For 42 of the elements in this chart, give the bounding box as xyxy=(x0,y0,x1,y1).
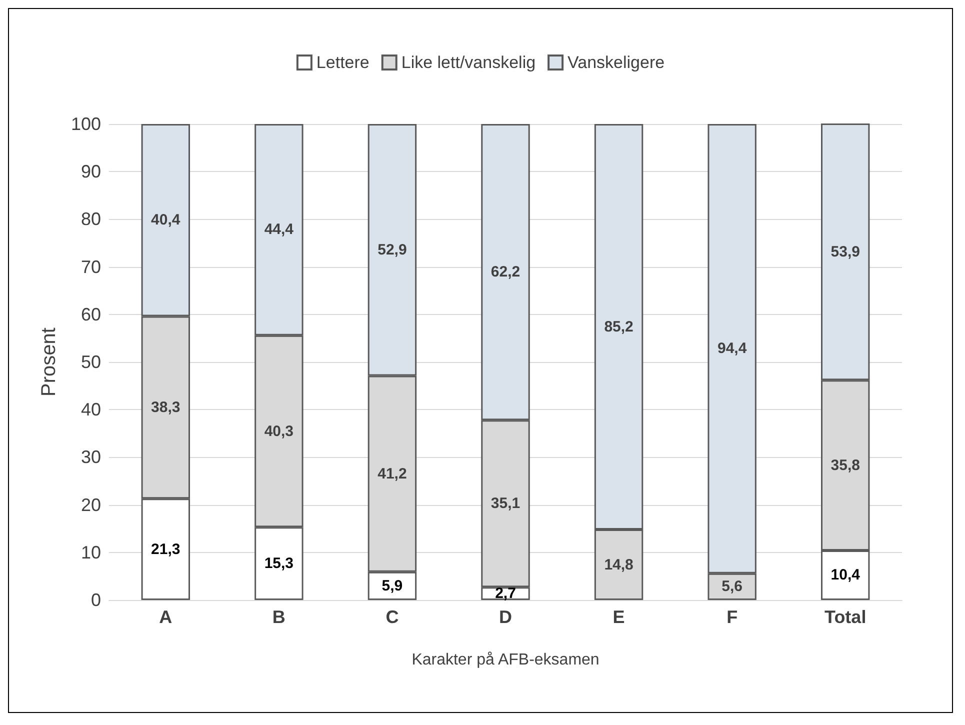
data-label: 38,3 xyxy=(151,398,180,416)
data-label: 15,3 xyxy=(264,555,294,572)
y-tick-label: 70 xyxy=(80,256,101,277)
data-label: 53,9 xyxy=(830,243,860,260)
y-tick-label: 40 xyxy=(80,400,101,420)
y-tick-label: 50 xyxy=(80,352,101,372)
y-tick-label: 80 xyxy=(80,209,101,230)
data-label: 94,4 xyxy=(717,340,748,358)
y-tick-label: 100 xyxy=(70,114,101,134)
y-tick-label: 20 xyxy=(80,494,101,515)
legend-label: Lettere xyxy=(316,53,370,72)
x-tick-label: F xyxy=(726,607,738,627)
data-label: 35,8 xyxy=(830,456,860,474)
x-tick-label: C xyxy=(386,607,399,627)
y-tick-label: 90 xyxy=(80,162,101,182)
legend-label: Vanskeligere xyxy=(568,53,665,72)
y-axis-title: Prosent xyxy=(38,327,60,396)
y-tick-label: 0 xyxy=(90,590,101,610)
x-tick-label: Total xyxy=(824,607,866,627)
x-tick-label: E xyxy=(612,607,625,627)
data-label: 5,9 xyxy=(382,577,403,594)
data-label: 40,4 xyxy=(151,212,181,229)
y-tick-label: 30 xyxy=(80,447,101,468)
data-label: 2,7 xyxy=(495,585,516,602)
data-label: 85,2 xyxy=(604,318,634,336)
data-label: 35,1 xyxy=(490,495,520,512)
data-label: 14,8 xyxy=(604,556,634,574)
data-label: 21,3 xyxy=(151,540,180,558)
x-tick-label: B xyxy=(272,607,286,627)
y-tick-label: 10 xyxy=(80,542,101,562)
x-tick-label: D xyxy=(499,607,512,627)
data-label: 10,4 xyxy=(830,566,861,584)
data-label: 62,2 xyxy=(490,264,520,281)
data-label: 5,6 xyxy=(722,578,742,596)
data-label: 41,2 xyxy=(378,465,407,482)
data-label: 44,4 xyxy=(264,221,294,238)
y-tick-label: 60 xyxy=(80,304,101,324)
legend-label: Like lett/vanskelig xyxy=(401,53,536,72)
x-tick-label: A xyxy=(159,607,172,627)
data-label: 40,3 xyxy=(264,422,294,440)
x-axis-title: Karakter på AFB-eksamen xyxy=(412,652,600,668)
data-label: 52,9 xyxy=(378,241,407,258)
